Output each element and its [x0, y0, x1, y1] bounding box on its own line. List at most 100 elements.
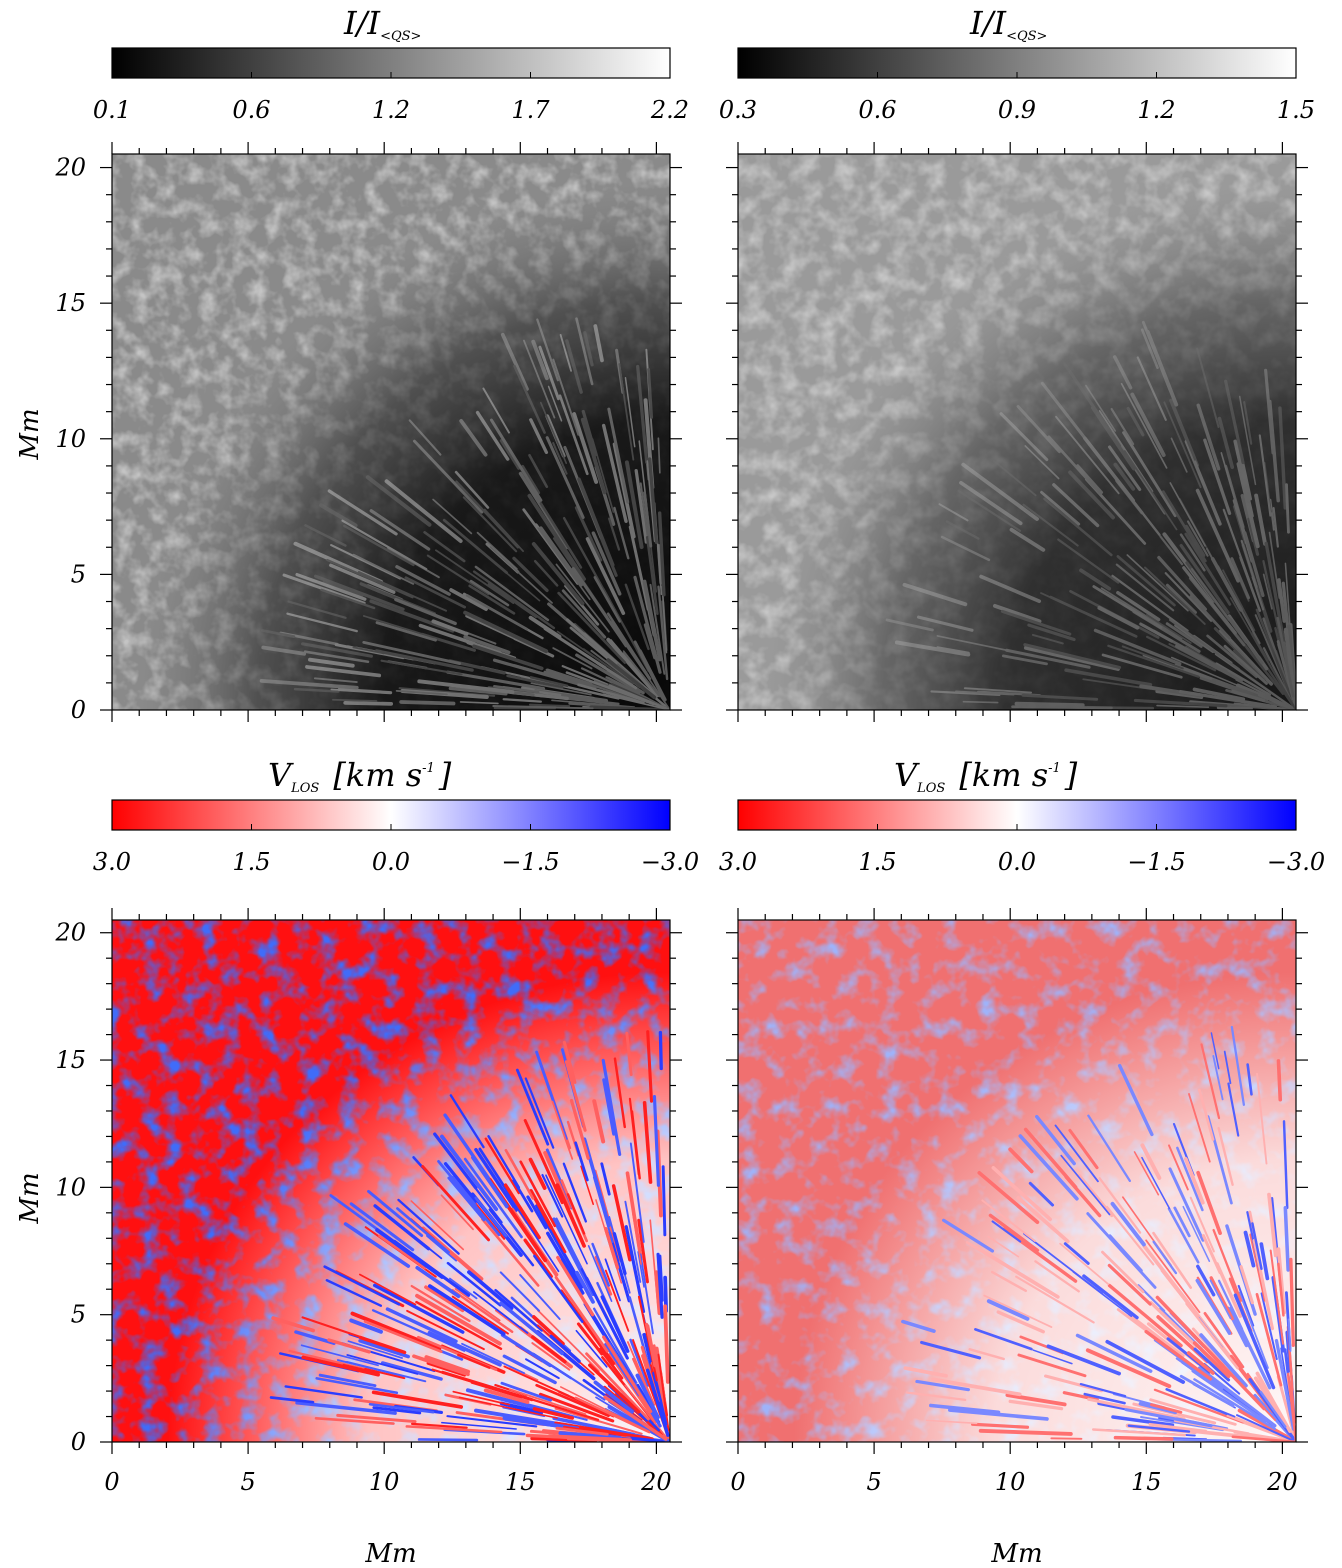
penumbral-filament [1260, 1292, 1278, 1361]
penumbral-filament [1141, 1156, 1171, 1210]
penumbral-filament [427, 1330, 502, 1367]
penumbral-filament [440, 1134, 499, 1212]
penumbral-filament [628, 1097, 640, 1176]
penumbral-filament [1262, 647, 1296, 710]
penumbral-filament [502, 1354, 557, 1385]
penumbral-filament [603, 1395, 668, 1441]
penumbral-filament [531, 1342, 571, 1371]
penumbral-filament [528, 453, 549, 489]
penumbral-filament [269, 1396, 315, 1404]
penumbral-filament [562, 1040, 577, 1084]
velocity-map-right [738, 920, 1296, 1442]
penumbral-filament [408, 419, 442, 456]
penumbral-filament [592, 1099, 606, 1144]
colorbar-title-intensity-left: I/I<QS> [343, 4, 421, 44]
penumbral-filament [625, 1031, 633, 1077]
penumbral-filament [378, 1234, 427, 1270]
penumbral-filament [569, 1098, 590, 1160]
penumbral-filament [1174, 624, 1215, 654]
penumbral-filament [1054, 1124, 1099, 1183]
penumbral-filament [1069, 589, 1160, 639]
penumbral-filament [531, 1335, 567, 1364]
penumbral-filament [963, 687, 1033, 694]
penumbral-filament [1262, 617, 1291, 692]
penumbral-filament [533, 1196, 567, 1254]
colorbar-tick-label: −1.5 [501, 848, 559, 876]
penumbral-filament [451, 1295, 509, 1335]
penumbral-filament [546, 1231, 585, 1295]
penumbral-filament [1232, 649, 1266, 681]
penumbral-filament [1085, 384, 1117, 432]
penumbral-filament [506, 674, 564, 689]
penumbral-filament [604, 1269, 630, 1332]
penumbral-filament [603, 1226, 620, 1270]
penumbral-filament [1063, 363, 1121, 448]
y-tick-label: 15 [55, 1046, 86, 1074]
penumbral-filament [1268, 399, 1280, 503]
penumbral-filament [421, 1164, 491, 1242]
penumbral-filament [1269, 498, 1276, 531]
intensity-map-left [112, 154, 670, 710]
penumbral-filament [996, 1310, 1045, 1334]
penumbral-filament [1231, 689, 1266, 703]
penumbral-filament [1184, 439, 1222, 526]
penumbral-filament [1115, 479, 1144, 515]
penumbral-filament [536, 318, 560, 382]
penumbral-filament [286, 612, 358, 633]
penumbral-filament [645, 1322, 657, 1368]
penumbral-filament [560, 1258, 581, 1291]
penumbral-filament [1101, 1250, 1145, 1294]
penumbral-filament [399, 700, 456, 706]
penumbral-filament [314, 1417, 395, 1425]
penumbral-filament [346, 1360, 427, 1383]
penumbral-filament [634, 468, 648, 544]
penumbral-filament [494, 1288, 544, 1332]
penumbral-filament [577, 683, 645, 705]
penumbral-filament [1200, 1043, 1221, 1120]
penumbral-filament [1233, 702, 1296, 710]
penumbral-filament [435, 549, 515, 605]
penumbral-filament [329, 563, 396, 594]
penumbral-filament [327, 489, 398, 536]
penumbral-filament [1185, 645, 1245, 681]
penumbral-filament [1098, 1177, 1142, 1234]
penumbral-filament [1282, 1120, 1289, 1210]
penumbral-filament [1196, 403, 1221, 471]
penumbral-filament [410, 1200, 465, 1251]
panel-frame [737, 919, 1297, 1443]
penumbral-filament [1264, 541, 1286, 642]
penumbral-filament [1281, 581, 1292, 648]
penumbral-filament [528, 703, 571, 708]
penumbral-filament [1169, 398, 1199, 468]
penumbral-filament [1130, 392, 1166, 457]
penumbral-filament [531, 339, 549, 381]
penumbral-filament [554, 706, 594, 710]
penumbral-filament [601, 1058, 622, 1156]
penumbral-filament [602, 1078, 616, 1136]
penumbral-filament [948, 1408, 1049, 1421]
penumbral-filament [472, 644, 544, 671]
penumbral-filament [488, 1208, 535, 1267]
x-tick-label: 5 [866, 1468, 881, 1496]
penumbral-filament [293, 687, 340, 693]
penumbral-filament [1064, 1175, 1102, 1218]
penumbral-filament [336, 1413, 417, 1424]
penumbral-filament [412, 439, 484, 514]
penumbral-filament [1195, 488, 1240, 583]
penumbral-filament [1143, 566, 1206, 625]
penumbral-filament [433, 1132, 478, 1190]
penumbral-filament [559, 333, 572, 372]
penumbral-filament [1055, 415, 1120, 495]
penumbral-filament [549, 1334, 581, 1363]
penumbral-filament [643, 623, 657, 660]
penumbral-filament [1192, 634, 1233, 665]
penumbral-filament [483, 508, 524, 552]
penumbral-filament [654, 1270, 662, 1316]
penumbral-filament [993, 460, 1037, 497]
penumbral-filament [1049, 595, 1138, 638]
penumbral-filament [1215, 565, 1243, 612]
penumbral-filament [1127, 1424, 1191, 1433]
penumbral-filament [1008, 1147, 1034, 1174]
penumbral-filament [271, 1316, 315, 1333]
penumbral-filament [1283, 1206, 1290, 1272]
